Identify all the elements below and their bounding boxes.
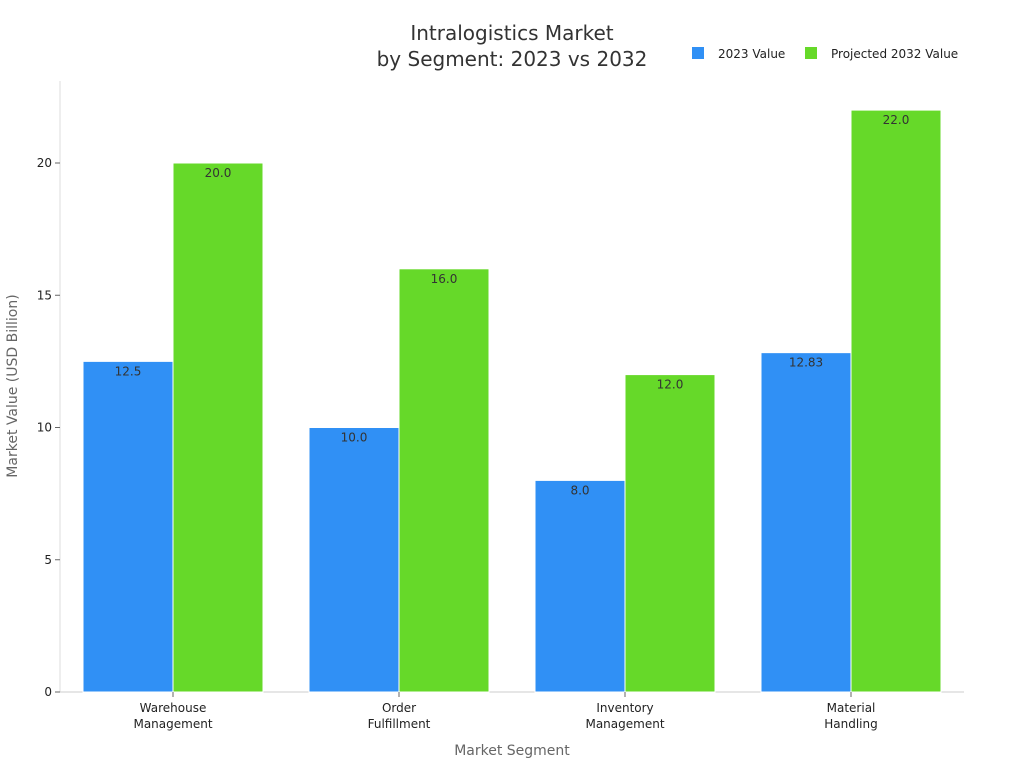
x-axis-label: Market Segment <box>454 743 570 759</box>
y-tick-label: 20 <box>37 156 52 170</box>
bar-2023 <box>82 360 174 693</box>
bar-2032 <box>850 109 942 693</box>
x-tick-label: Order <box>382 701 416 715</box>
y-tick-label: 10 <box>37 421 52 435</box>
x-tick-label: Management <box>133 717 212 731</box>
legend: 2023 Value Projected 2032 Value <box>692 47 958 61</box>
y-tick-label: 0 <box>44 685 52 699</box>
bar-value-label: 10.0 <box>341 431 368 445</box>
y-tick-label: 5 <box>44 553 52 567</box>
bar-value-label: 20.0 <box>205 166 232 180</box>
bar-2032 <box>172 162 264 693</box>
x-tick-label: Inventory <box>596 701 653 715</box>
legend-label-2023: 2023 Value <box>718 47 785 61</box>
bar-2023 <box>308 427 400 693</box>
bar-value-label: 16.0 <box>431 272 458 286</box>
x-tick-label: Material <box>827 701 876 715</box>
bar-value-label: 12.83 <box>789 356 823 370</box>
x-tick-label: Warehouse <box>140 701 207 715</box>
legend-swatch-2032 <box>805 47 817 59</box>
chart-title-line-2: by Segment: 2023 vs 2032 <box>377 47 648 71</box>
legend-swatch-2023 <box>692 47 704 59</box>
legend-label-2032: Projected 2032 Value <box>831 47 958 61</box>
bar-value-label: 22.0 <box>883 113 910 127</box>
bar-2032 <box>398 268 490 693</box>
bar-value-label: 12.0 <box>657 378 684 392</box>
bar-value-label: 8.0 <box>570 483 589 497</box>
plot-area: 0 5 10 15 20 12.5 20.0 Warehouse Management 10.0 1… <box>37 81 964 731</box>
x-tick-label: Management <box>585 717 664 731</box>
bar-2032 <box>624 374 716 693</box>
bar-2023 <box>760 352 852 693</box>
x-tick-label: Fulfillment <box>368 717 431 731</box>
y-tick-label: 15 <box>37 288 52 302</box>
bar-2023 <box>534 479 626 693</box>
x-tick-label: Handling <box>824 717 878 731</box>
y-axis-label: Market Value (USD Billion) <box>5 294 21 477</box>
chart-title-line-1: Intralogistics Market <box>410 21 613 45</box>
bar-value-label: 12.5 <box>115 364 142 378</box>
